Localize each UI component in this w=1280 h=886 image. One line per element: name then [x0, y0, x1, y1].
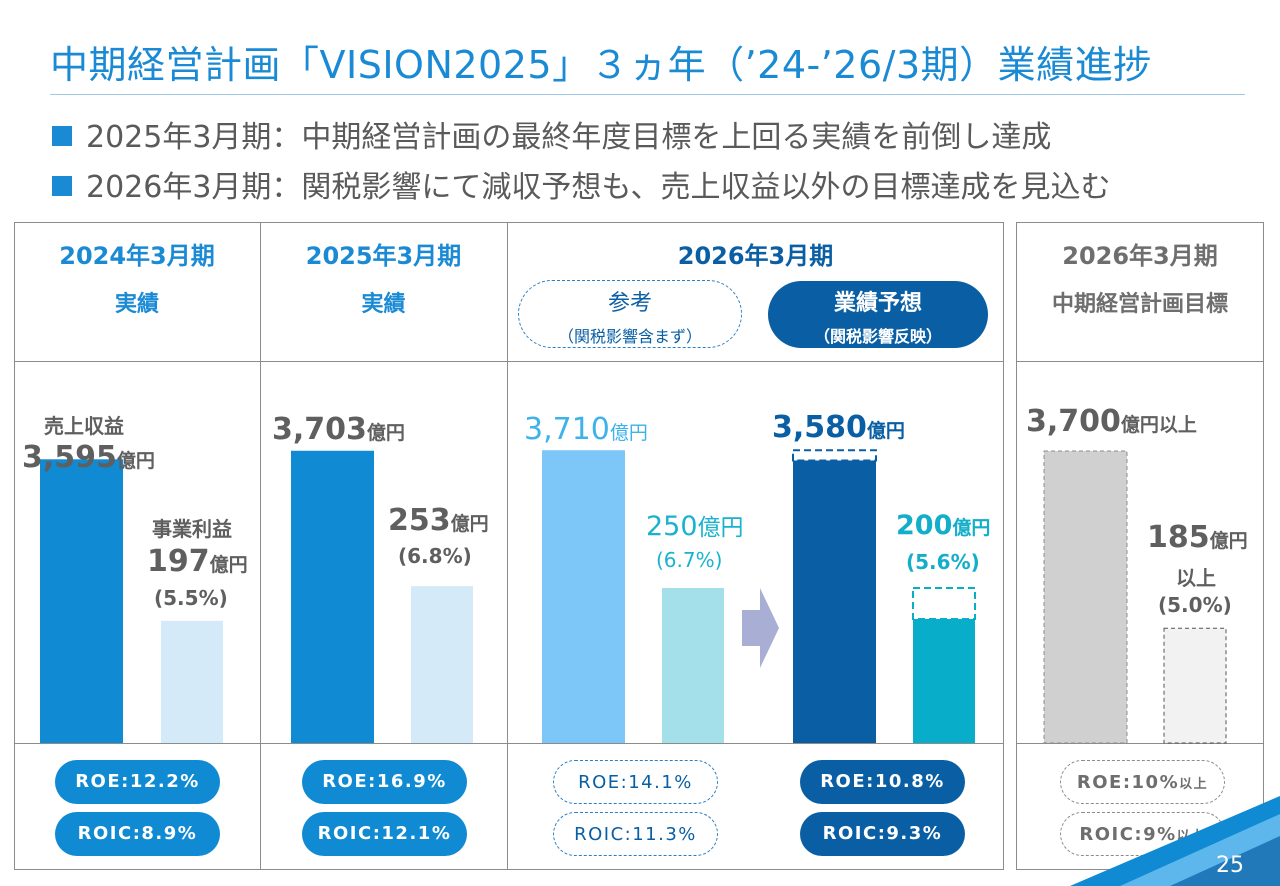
roe-badge-fy2025: ROE:16.9%: [302, 760, 467, 804]
unit-label: 億円: [952, 517, 991, 539]
revenue-label-fy2024: 3,595億円: [22, 440, 155, 475]
reference-label: 参考: [607, 291, 652, 316]
revenue-name-label: 売上収益: [44, 414, 124, 438]
profit-label-fy2026-ref: 250億円: [646, 508, 744, 542]
revenue-bar: [291, 450, 374, 743]
roic-badge-fy2024: ROIC:8.9%: [55, 812, 220, 856]
unit-label: 億円: [697, 515, 744, 541]
forecast-note: （関税影響反映）: [813, 327, 942, 346]
profit-value: 197: [147, 544, 210, 579]
column-subheader-fy2024: 実績: [114, 292, 159, 317]
roe-badge-fy2026-ref: ROE:14.1%: [553, 760, 718, 804]
profit-value: 185: [1147, 520, 1210, 555]
column-header-fy2026: 2026年3月期: [677, 242, 834, 270]
roe-badge-fy2024: ROE:12.2%: [55, 760, 220, 804]
profit-value: 253: [388, 503, 451, 538]
kpi-divider: [1016, 743, 1264, 744]
revenue-value: 3,710: [524, 412, 610, 447]
corner-decoration: [1070, 796, 1280, 886]
reference-pill: 参考 （関税影響含まず）: [518, 280, 742, 348]
revenue-bar: [793, 460, 876, 743]
revenue-value: 3,595: [22, 440, 117, 475]
revenue-value: 3,580: [772, 410, 867, 445]
forecast-pill: 業績予想 （関税影響反映）: [768, 281, 988, 348]
revenue-bar: [1043, 450, 1128, 744]
profit-gap-outline: [912, 587, 976, 620]
roic-badge-fy2026-ref: ROIC:11.3%: [553, 812, 718, 856]
unit-label: 億円: [450, 513, 489, 535]
roe-badge-fy2026-fcst: ROE:10.8%: [800, 760, 965, 804]
profit-value: 250: [646, 511, 698, 542]
profit-label-fy2026-fcst: 200億円: [896, 510, 990, 541]
unit-label: 億円: [609, 422, 648, 444]
revenue-label-fy2026-ref: 3,710億円: [524, 412, 648, 447]
unit-label: 億円: [209, 554, 248, 576]
roe-value: ROE:10%: [1076, 772, 1180, 793]
bullet-item: 2025年3月期：中期経営計画の最終年度目標を上回る実績を前倒し達成: [52, 112, 1051, 156]
profit-value: 200: [896, 510, 953, 541]
column-subheader-target: 中期経営計画目標: [1051, 292, 1228, 317]
header-divider: [14, 361, 1004, 362]
profit-label-fy2025: 253億円: [388, 503, 489, 538]
revenue-value: 3,703: [272, 412, 367, 447]
roic-badge-fy2026-fcst: ROIC:9.3%: [800, 812, 965, 856]
column-divider: [507, 222, 508, 870]
bullet-text: 2025年3月期：中期経営計画の最終年度目標を上回る実績を前倒し達成: [86, 120, 1052, 155]
profit-name-label: 事業利益: [152, 517, 232, 541]
square-bullet-icon: [52, 126, 72, 146]
revenue-label-fy2026-fcst: 3,580億円: [772, 410, 905, 445]
revenue-value: 3,700: [1026, 404, 1121, 439]
column-header-fy2025: 2025年3月期: [305, 242, 462, 270]
margin-label-fy2026-ref: (6.7%): [656, 548, 723, 572]
margin-label-target: (5.0%): [1158, 593, 1232, 617]
profit-bar: [662, 588, 724, 743]
profit-bar: [411, 586, 473, 743]
revenue-label-fy2025: 3,703億円: [272, 412, 405, 447]
results-table: [14, 222, 1004, 870]
unit-label: 億円: [366, 422, 405, 444]
margin-label-fy2025: (6.8%): [398, 544, 472, 568]
column-divider: [260, 222, 261, 870]
revenue-bar: [40, 459, 123, 743]
revenue-label-target: 3,700億円以上: [1026, 404, 1197, 439]
profit-bar: [161, 620, 223, 743]
bullet-text: 2026年3月期：関税影響にて減収予想も、売上収益以外の目標達成を見込む: [86, 170, 1111, 205]
margin-label-fy2026-fcst: (5.6%): [906, 550, 980, 574]
bullet-item: 2026年3月期：関税影響にて減収予想も、売上収益以外の目標達成を見込む: [52, 162, 1111, 206]
reference-note: （関税影響含まず）: [557, 327, 702, 346]
column-header-fy2024: 2024年3月期: [59, 242, 215, 270]
roic-value: ROIC:9%: [1079, 824, 1177, 845]
over-label-target: 以上: [1176, 566, 1216, 590]
header-divider: [1016, 361, 1264, 362]
page-number: 25: [1216, 853, 1244, 878]
profit-label-fy2024: 197億円: [147, 544, 248, 579]
square-bullet-icon: [52, 176, 72, 196]
unit-label: 億円: [866, 420, 905, 442]
profit-label-target: 185億円: [1147, 520, 1248, 555]
column-header-target: 2026年3月期: [1062, 242, 1218, 270]
transition-arrow-icon: [742, 588, 779, 668]
page-title: 中期経営計画「VISION2025」３ヵ年（’24-’26/3期）業績進捗: [50, 43, 1152, 87]
unit-label: 億円: [1209, 530, 1248, 552]
kpi-divider: [14, 743, 1004, 744]
profit-bar: [1163, 627, 1227, 744]
unit-label: 億円以上: [1120, 414, 1197, 436]
forecast-label: 業績予想: [833, 291, 922, 316]
profit-bar: [913, 619, 975, 743]
column-subheader-fy2025: 実績: [361, 292, 406, 317]
roe-suffix: 以上: [1179, 777, 1209, 792]
unit-label: 億円: [116, 450, 155, 472]
revenue-bar: [542, 450, 625, 743]
roe-badge-target: ROE:10%以上: [1060, 760, 1225, 804]
title-divider: [50, 94, 1245, 95]
margin-label-fy2024: (5.5%): [154, 586, 228, 610]
revenue-gap-outline: [792, 449, 877, 462]
roic-badge-fy2025: ROIC:12.1%: [302, 812, 467, 856]
